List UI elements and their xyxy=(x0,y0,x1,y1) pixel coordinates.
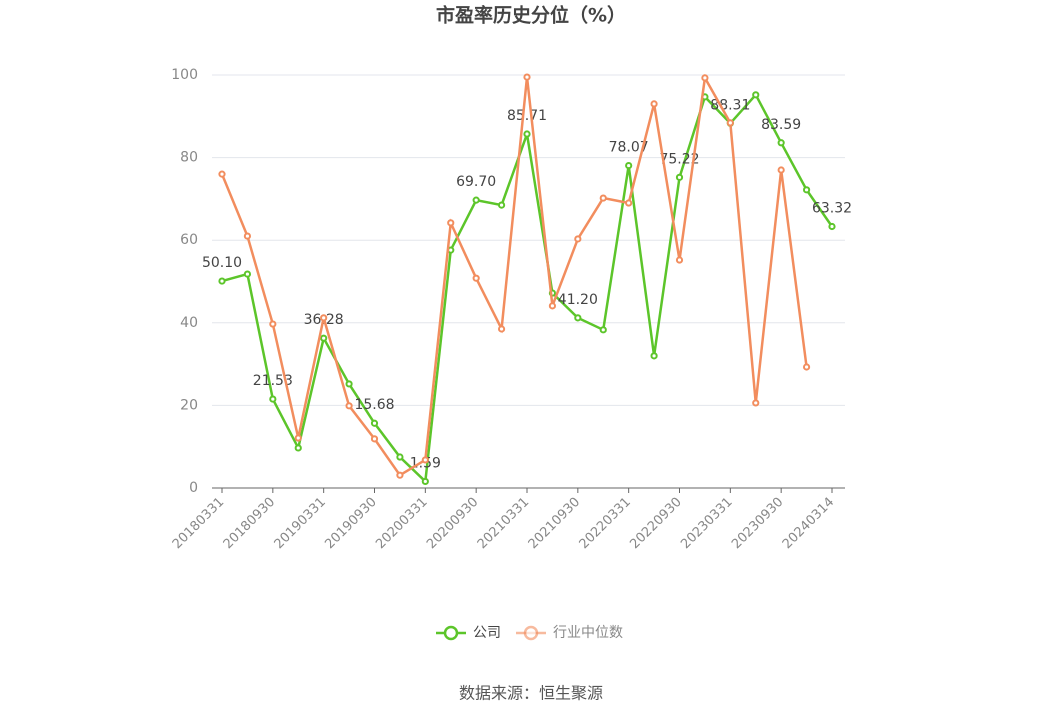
y-tick-label: 80 xyxy=(180,150,198,166)
x-tick-label: 20190930 xyxy=(322,495,379,552)
data-point xyxy=(828,222,836,231)
data-point xyxy=(802,363,811,371)
data-label: 75.22 xyxy=(659,151,699,167)
data-point xyxy=(599,326,607,334)
y-tick-label: 40 xyxy=(180,315,198,331)
data-point xyxy=(472,274,480,282)
data-label: 69.70 xyxy=(456,174,496,190)
data-point xyxy=(599,194,607,202)
x-tick-label: 20190331 xyxy=(272,495,329,552)
data-point xyxy=(370,419,379,427)
x-tick-label: 20220331 xyxy=(577,495,634,552)
data-point xyxy=(777,139,785,147)
x-tick-label: 20180331 xyxy=(170,495,227,552)
data-point xyxy=(218,170,226,178)
data-point xyxy=(497,201,506,209)
x-tick-label: 20230930 xyxy=(729,495,786,552)
data-label: 85.71 xyxy=(507,108,547,124)
data-point xyxy=(574,314,582,322)
x-tick-label: 20220930 xyxy=(627,495,684,552)
data-label: 21.53 xyxy=(253,373,293,389)
y-tick-label: 20 xyxy=(180,397,198,413)
data-point xyxy=(650,100,658,108)
series-line xyxy=(221,92,834,485)
data-point xyxy=(523,130,531,138)
data-point xyxy=(294,444,302,452)
data-point xyxy=(548,302,557,310)
data-label: 83.59 xyxy=(761,117,801,133)
data-point xyxy=(625,161,633,170)
data-point xyxy=(421,477,429,486)
x-tick-label: 20210930 xyxy=(526,495,583,552)
data-point xyxy=(752,91,760,99)
x-tick-label: 20210331 xyxy=(475,495,532,552)
data-point xyxy=(421,456,429,464)
legend-label: 行业中位数 xyxy=(553,625,623,641)
data-point xyxy=(650,352,658,360)
data-point xyxy=(218,277,226,285)
x-tick-label: 20200930 xyxy=(424,495,481,552)
data-point xyxy=(396,471,404,479)
data-point xyxy=(523,73,531,81)
data-point xyxy=(472,196,480,204)
data-label: 15.68 xyxy=(354,397,394,413)
data-label: 41.20 xyxy=(558,292,598,308)
legend-marker xyxy=(443,625,459,641)
data-point xyxy=(320,314,328,322)
data-point xyxy=(345,380,353,388)
data-point xyxy=(574,235,582,243)
data-point xyxy=(726,119,734,127)
data-point xyxy=(320,334,328,342)
series-line xyxy=(220,74,808,477)
data-label: 50.10 xyxy=(202,255,242,271)
x-tick-label: 20200331 xyxy=(373,495,430,552)
data-point xyxy=(294,434,302,442)
x-tick-label: 20240314 xyxy=(780,495,837,552)
legend-item[interactable]: 公司 xyxy=(436,625,501,641)
legend-label: 公司 xyxy=(473,625,501,641)
data-point xyxy=(701,74,709,82)
data-point xyxy=(370,435,379,443)
x-tick-label: 20230331 xyxy=(678,495,735,552)
data-point xyxy=(625,199,633,207)
y-tick-label: 0 xyxy=(189,480,198,496)
x-tick-label: 20180930 xyxy=(221,495,278,552)
y-tick-label: 100 xyxy=(171,67,198,83)
data-point xyxy=(675,256,684,264)
data-label: 63.32 xyxy=(812,200,852,216)
data-label: 78.07 xyxy=(609,140,649,156)
legend-marker xyxy=(523,625,539,641)
y-tick-label: 60 xyxy=(180,232,198,248)
data-point xyxy=(243,270,252,278)
chart-title: 市盈率历史分位（%） xyxy=(436,4,626,27)
data-point xyxy=(269,320,277,328)
data-label: 88.31 xyxy=(710,97,750,113)
data-point xyxy=(345,402,353,410)
data-point xyxy=(752,399,760,407)
source-note: 数据来源：恒生聚源 xyxy=(459,684,603,703)
data-point xyxy=(497,325,506,333)
data-point xyxy=(675,173,684,181)
data-point xyxy=(777,166,785,174)
legend-item[interactable]: 行业中位数 xyxy=(516,625,623,641)
data-point xyxy=(396,453,404,461)
data-point xyxy=(447,219,455,227)
data-point xyxy=(243,232,252,240)
data-point xyxy=(802,186,811,194)
data-point xyxy=(269,395,277,403)
